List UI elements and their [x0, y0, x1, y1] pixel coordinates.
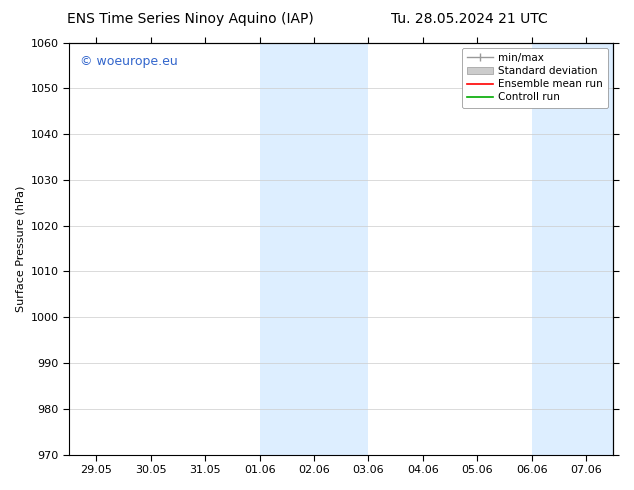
Bar: [259, 43, 368, 455]
Legend: min/max, Standard deviation, Ensemble mean run, Controll run: min/max, Standard deviation, Ensemble me…: [462, 48, 608, 108]
Y-axis label: Surface Pressure (hPa): Surface Pressure (hPa): [15, 185, 25, 312]
Text: ENS Time Series Ninoy Aquino (IAP): ENS Time Series Ninoy Aquino (IAP): [67, 12, 314, 26]
Bar: [532, 43, 614, 455]
Text: Tu. 28.05.2024 21 UTC: Tu. 28.05.2024 21 UTC: [391, 12, 548, 26]
Text: © woeurope.eu: © woeurope.eu: [80, 55, 178, 68]
